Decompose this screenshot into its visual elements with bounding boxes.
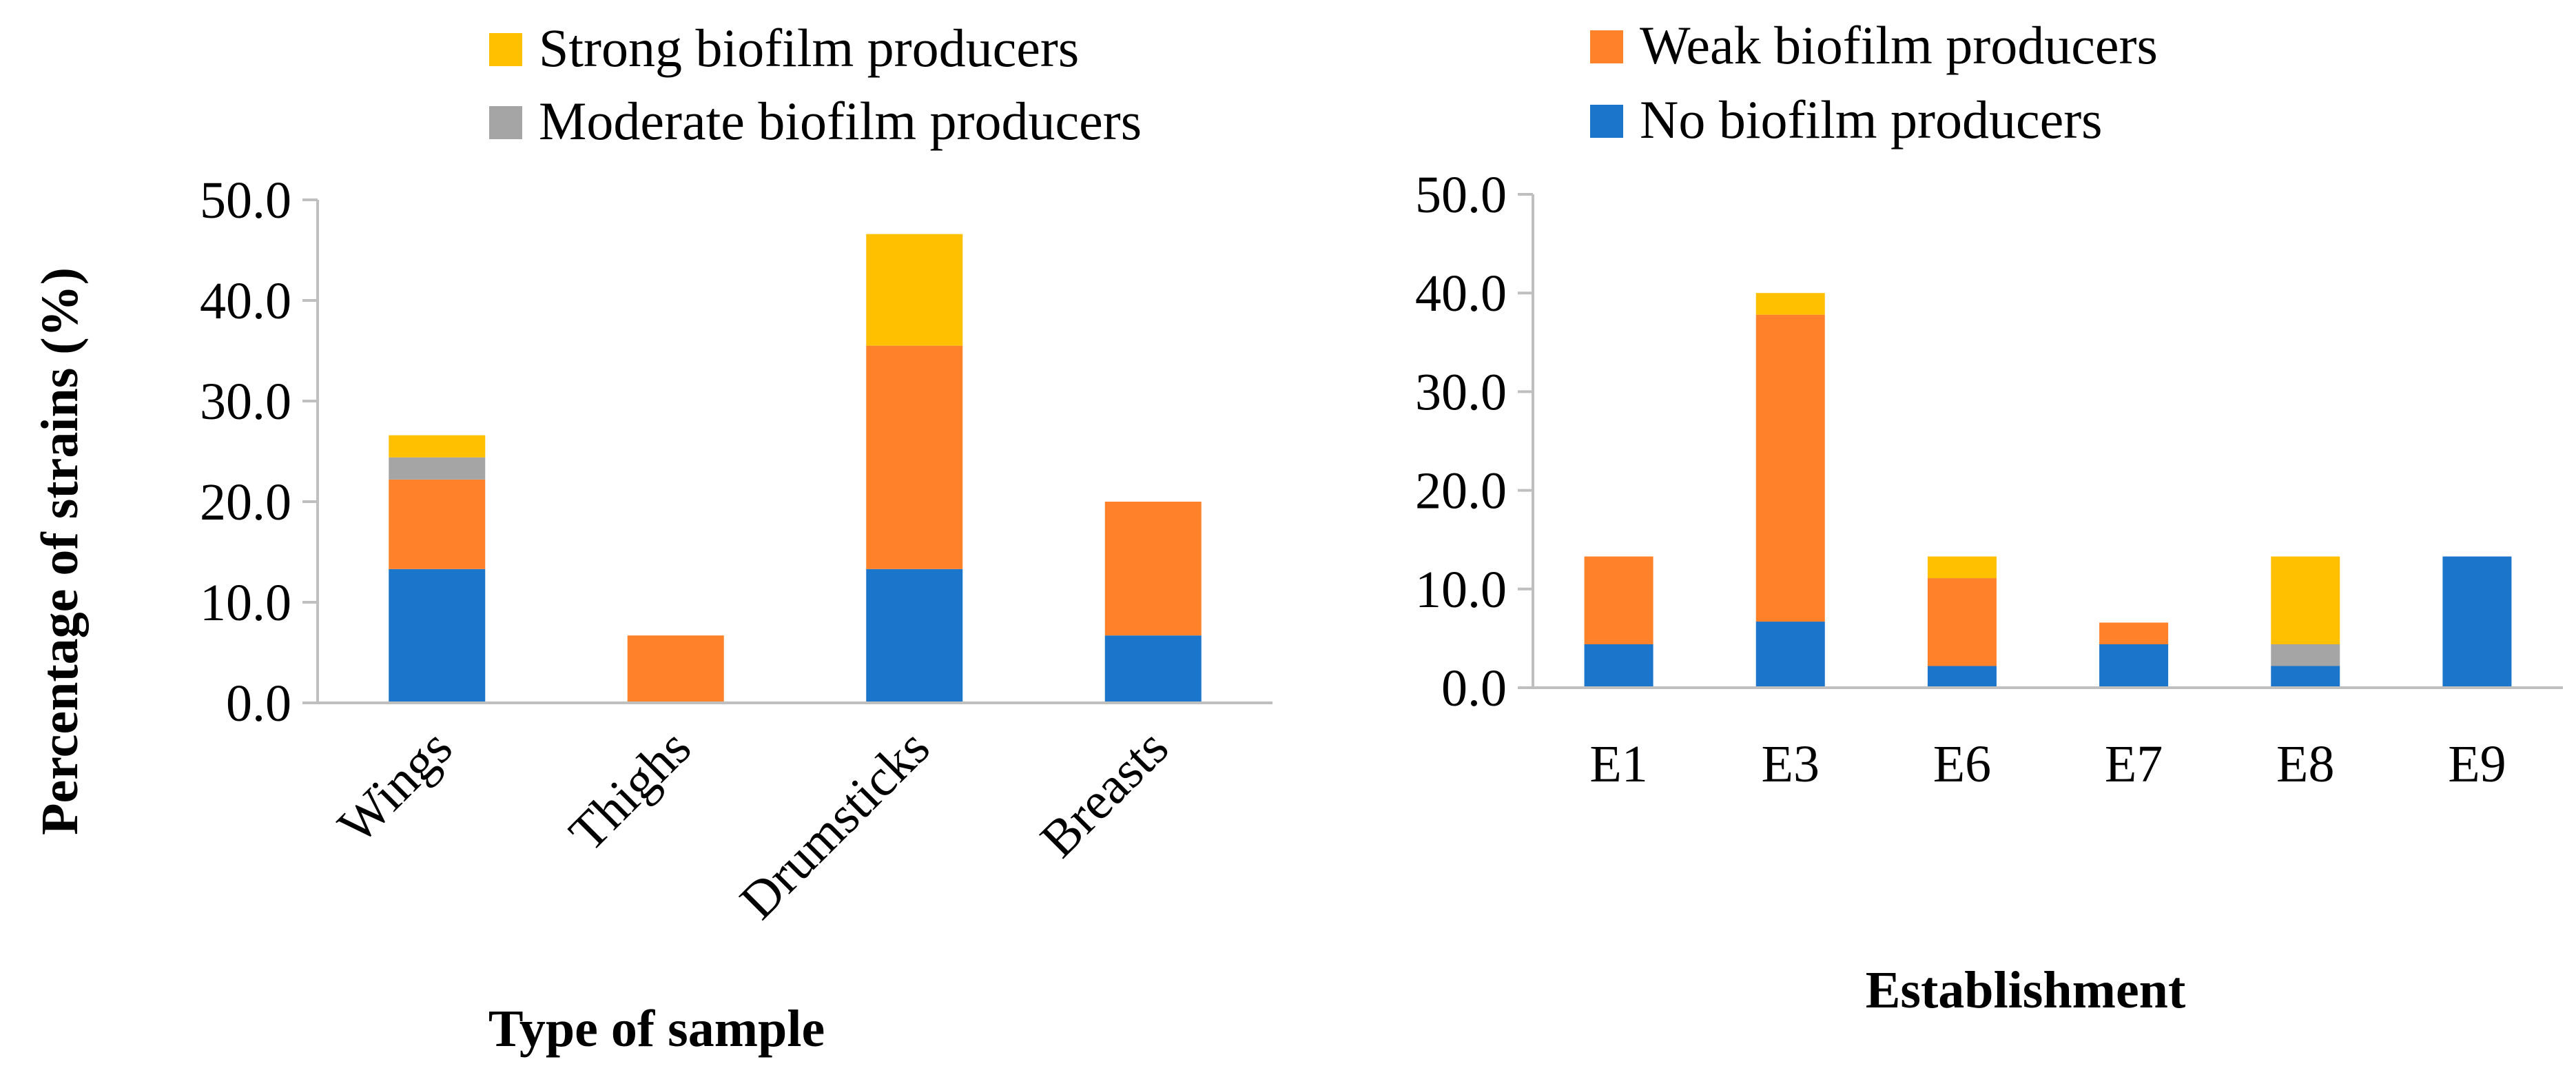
bars [1584,293,2512,688]
x-tick-label: Thighs [558,719,702,863]
bar-segment [389,457,486,480]
legend-swatch-weak [1590,30,1623,63]
x-tick-label: E6 [1933,735,1991,793]
chart-establishment: 0.0 10.0 20.0 30.0 40.0 50.0 E1 E3 E6 E7 E8 E9 Est… [1415,166,2563,1019]
y-tick-label: 20.0 [200,473,291,531]
y-axis-ticks: 0.0 10.0 20.0 30.0 40.0 50.0 [1415,166,1533,717]
bar-segment [1755,314,1825,622]
bar-segment [1584,556,1653,644]
y-tick-label: 0.0 [226,675,291,732]
bar-segment [389,568,486,703]
x-tick-label: Breasts [1029,719,1179,869]
bar-segment [627,635,724,703]
legend-label-moderate: Moderate biofilm producers [539,91,1142,151]
y-tick-label: 50.0 [1415,166,1507,224]
legend-label-strong: Strong biofilm producers [539,18,1079,78]
x-tick-label: E7 [2105,735,2163,793]
y-tick-label: 10.0 [1415,561,1507,619]
legend-label-none: No biofilm producers [1640,90,2103,150]
bar-segment [1927,556,1997,579]
y-tick-label: 20.0 [1415,462,1507,520]
bar-segment [1584,644,1653,688]
bar-segment [1927,578,1997,666]
x-axis-categories: Wings Thighs Drumsticks Breasts [327,719,1179,930]
bar-segment [389,435,486,458]
x-axis-title: Establishment [1866,961,2186,1019]
bar-segment [866,345,963,569]
bar-segment [2099,644,2169,688]
bar-segment [866,568,963,703]
chart-type-of-sample: 0.0 10.0 20.0 30.0 40.0 50.0 Wings Thighs Drums… [31,172,1272,1058]
y-tick-label: 0.0 [1441,659,1507,717]
bar-segment [2271,556,2340,644]
bar-segment [1755,293,1825,315]
y-tick-label: 50.0 [200,172,291,229]
legend: Strong biofilm producers Moderate biofil… [489,15,2158,151]
bar-segment [1755,622,1825,688]
y-axis-title: Percentage of strains (%) [31,267,89,835]
bar-segment [389,479,486,569]
x-tick-label: E9 [2448,735,2506,793]
bar-segment [1104,635,1202,703]
x-tick-label: Wings [327,719,464,855]
bar-segment [2442,556,2512,688]
legend-swatch-none [1590,105,1623,138]
legend-swatch-moderate [489,106,522,139]
legend-label-weak: Weak biofilm producers [1640,15,2158,75]
y-tick-label: 30.0 [1415,363,1507,421]
y-tick-label: 10.0 [200,574,291,632]
bar-segment [1927,666,1997,688]
x-tick-label: E3 [1762,735,1820,793]
x-axis-title: Type of sample [488,1000,825,1058]
y-tick-label: 30.0 [200,373,291,431]
y-axis-ticks: 0.0 10.0 20.0 30.0 40.0 50.0 [200,172,318,732]
bars [389,234,1202,703]
bar-segment [1104,502,1202,636]
y-tick-label: 40.0 [1415,265,1507,322]
bar-segment [2271,666,2340,688]
x-axis-categories: E1 E3 E6 E7 E8 E9 [1589,735,2506,793]
x-tick-label: Drumsticks [729,719,940,930]
legend-swatch-strong [489,33,522,66]
x-tick-label: E1 [1589,735,1647,793]
y-tick-label: 40.0 [200,272,291,330]
bar-segment [2099,622,2169,644]
bar-segment [2271,644,2340,666]
bar-segment [866,234,963,346]
x-tick-label: E8 [2276,735,2334,793]
